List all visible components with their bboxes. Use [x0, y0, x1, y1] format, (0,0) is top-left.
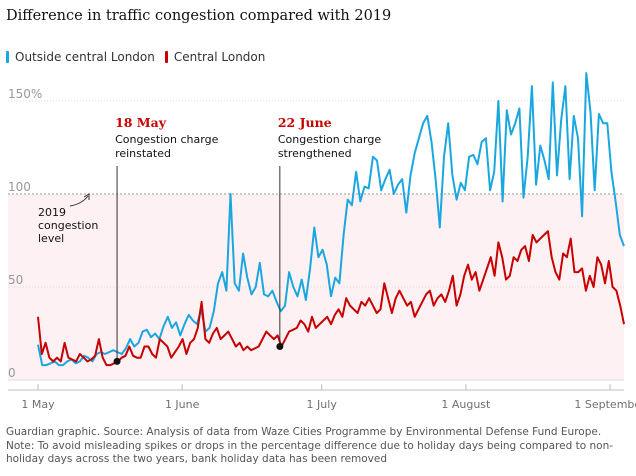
x-tick-label: 1 August: [441, 398, 491, 411]
legend-swatch-outside: [6, 51, 9, 63]
reference-arrow: [69, 195, 89, 207]
x-tick-label: 1 September: [574, 398, 636, 411]
legend-item-central: Central London: [164, 50, 266, 64]
annotation-date-0: 18 May: [115, 115, 167, 130]
annotation-dot-0: [113, 357, 121, 365]
legend: Outside central London Central London: [6, 50, 275, 64]
y-tick-label: 0: [8, 366, 16, 380]
x-tick-label: 1 May: [21, 398, 55, 411]
source-text: Guardian graphic. Source: Analysis of da…: [6, 426, 602, 438]
y-tick-label: 50: [8, 273, 23, 287]
x-tick-label: 1 July: [307, 398, 338, 411]
legend-swatch-central: [164, 51, 168, 63]
annotation-text-0: reinstated: [115, 147, 171, 160]
reference-line-label: congestion: [38, 219, 98, 232]
series-line-central-london: [37, 230, 625, 367]
y-tick-label: 150%: [8, 87, 42, 101]
legend-item-outside: Outside central London: [6, 50, 155, 64]
reference-line-label: level: [38, 232, 64, 245]
annotation-text-1: strengthened: [278, 147, 352, 160]
series-line-outside-central-london: [37, 72, 625, 367]
annotation-dot-1: [276, 343, 284, 351]
y-tick-label: 100: [8, 180, 31, 194]
annotation-text-1: Congestion charge: [278, 133, 382, 146]
chart-title: Difference in traffic congestion compare…: [6, 8, 392, 24]
annotation-date-1: 22 June: [278, 115, 332, 130]
reference-line-label: 2019: [38, 206, 66, 219]
x-tick-label: 1 June: [165, 398, 200, 411]
footer: Guardian graphic. Source: Analysis of da…: [6, 426, 630, 467]
annotation-text-0: Congestion charge: [115, 133, 219, 146]
legend-label-central: Central London: [173, 50, 266, 64]
reference-arrowhead: [83, 193, 90, 200]
legend-label-outside: Outside central London: [15, 50, 155, 64]
note-text: Note: To avoid misleading spikes or drop…: [6, 439, 614, 466]
